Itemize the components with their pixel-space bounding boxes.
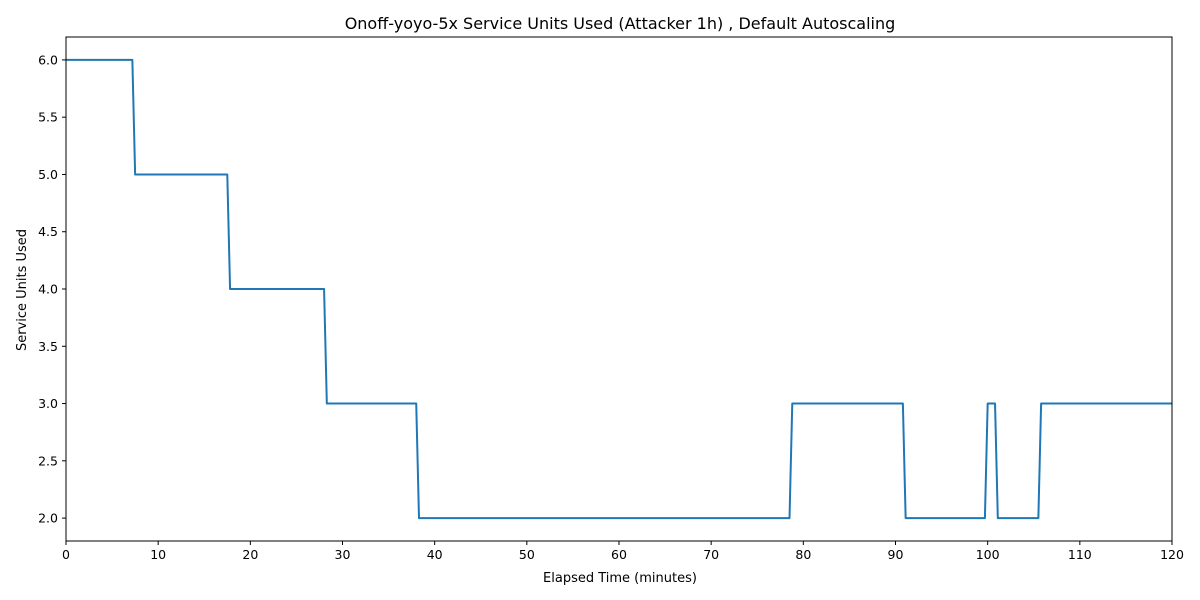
x-tick-label: 40 xyxy=(427,547,443,562)
y-axis-label: Service Units Used xyxy=(15,229,30,351)
chart-title: Onoff-yoyo-5x Service Units Used (Attack… xyxy=(345,14,896,33)
x-tick-label: 90 xyxy=(888,547,904,562)
y-tick-label: 3.5 xyxy=(38,339,58,354)
x-tick-label: 80 xyxy=(795,547,811,562)
x-tick-label: 50 xyxy=(519,547,535,562)
x-tick-label: 0 xyxy=(62,547,70,562)
x-axis: 0 10 20 30 40 50 60 70 80 90 100 110 120 xyxy=(62,541,1184,562)
x-tick-label: 60 xyxy=(611,547,627,562)
x-tick-label: 70 xyxy=(703,547,719,562)
series-line-0 xyxy=(66,58,1172,520)
y-axis: 2.0 2.5 3.0 3.5 4.0 4.5 5.0 5.5 6.0 xyxy=(38,52,66,526)
y-tick-label: 6.0 xyxy=(38,52,58,67)
plot-area xyxy=(65,36,1173,542)
x-tick-label: 10 xyxy=(150,547,166,562)
x-tick-label: 30 xyxy=(335,547,351,562)
y-tick-label: 5.0 xyxy=(38,167,58,182)
y-tick-label: 5.5 xyxy=(38,110,58,125)
y-tick-label: 2.0 xyxy=(38,511,58,526)
y-tick-label: 3.0 xyxy=(38,396,58,411)
x-axis-label: Elapsed Time (minutes) xyxy=(543,571,697,586)
x-tick-label: 120 xyxy=(1160,547,1184,562)
x-tick-label: 110 xyxy=(1068,547,1092,562)
y-tick-label: 4.5 xyxy=(38,224,58,239)
y-tick-label: 2.5 xyxy=(38,453,58,468)
y-tick-label: 4.0 xyxy=(38,282,58,297)
x-tick-label: 20 xyxy=(242,547,258,562)
x-tick-label: 100 xyxy=(976,547,1000,562)
